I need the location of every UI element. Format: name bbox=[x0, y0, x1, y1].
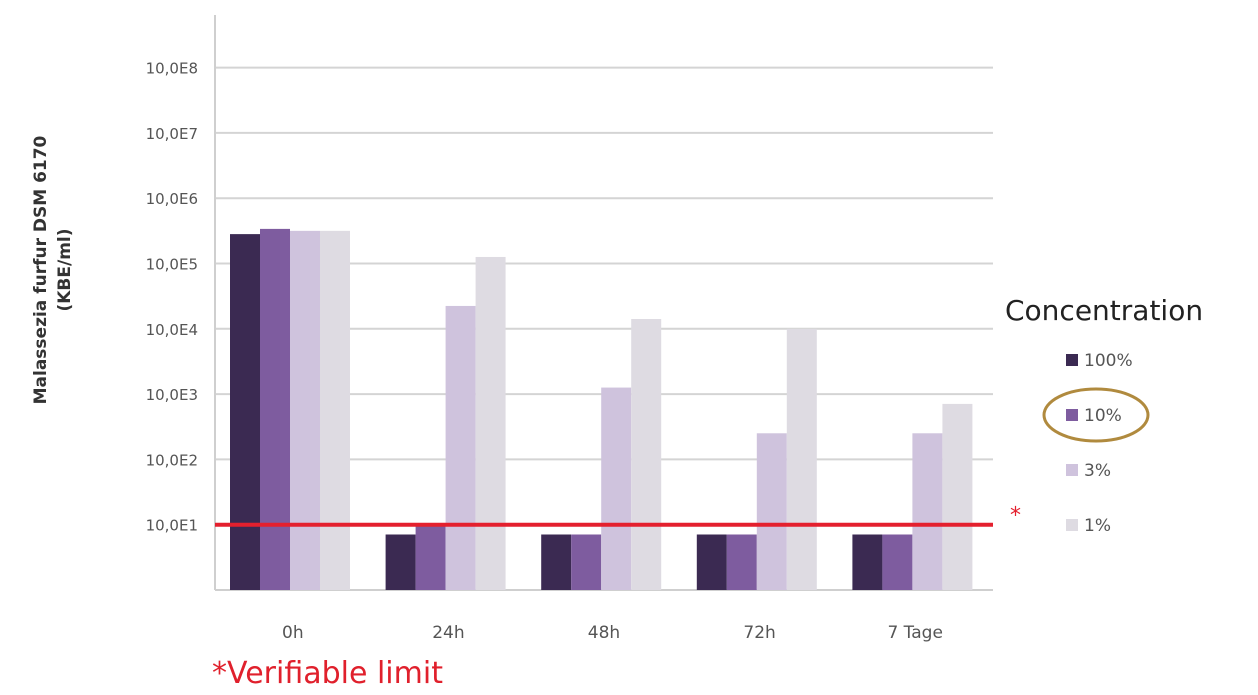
limit-marker: * bbox=[1010, 504, 1021, 529]
legend-swatch bbox=[1066, 464, 1078, 476]
legend-swatch bbox=[1066, 354, 1078, 366]
y-tick-label: 10,0E5 bbox=[146, 256, 198, 274]
legend: Concentration 100% 10% 3% 1% bbox=[1005, 294, 1203, 536]
y-tick-label: 10,0E3 bbox=[146, 386, 198, 404]
bar bbox=[852, 534, 883, 590]
legend-highlight-ellipse bbox=[1042, 387, 1150, 443]
y-tick-label: 10,0E1 bbox=[146, 517, 198, 535]
legend-label: 10% bbox=[1084, 406, 1122, 426]
bar bbox=[290, 230, 320, 590]
bar bbox=[320, 230, 350, 590]
bar bbox=[541, 534, 572, 590]
x-tick-label: 72h bbox=[743, 623, 775, 643]
x-tick-label: 7 Tage bbox=[887, 623, 942, 643]
bar bbox=[445, 305, 476, 590]
y-tick-label: 10,0E8 bbox=[146, 60, 198, 78]
bar bbox=[786, 328, 817, 590]
bar bbox=[415, 524, 446, 590]
y-axis-label-group: Malassezia furfur DSM 6170 (KBE/ml) bbox=[31, 135, 75, 404]
legend-swatch bbox=[1066, 519, 1078, 531]
bar bbox=[942, 403, 973, 590]
bar bbox=[385, 534, 416, 590]
legend-label: 3% bbox=[1084, 461, 1111, 481]
y-tick-label: 10,0E6 bbox=[146, 190, 198, 208]
bar bbox=[882, 534, 913, 590]
x-tick-label: 24h bbox=[432, 623, 464, 643]
legend-swatch bbox=[1066, 409, 1078, 421]
limit-line-group: * bbox=[215, 504, 1021, 529]
bar bbox=[601, 387, 632, 590]
y-tick-label: 10,0E2 bbox=[146, 451, 198, 469]
legend-label: 100% bbox=[1084, 351, 1133, 371]
bar bbox=[260, 228, 290, 591]
bar bbox=[475, 256, 506, 590]
y-axis-label-line1: Malassezia furfur DSM 6170 bbox=[31, 135, 51, 404]
y-tick-label: 10,0E4 bbox=[146, 321, 198, 339]
bar bbox=[726, 534, 757, 590]
bars bbox=[230, 228, 973, 591]
bar bbox=[230, 234, 260, 591]
bar bbox=[631, 319, 662, 590]
legend-title: Concentration bbox=[1005, 294, 1203, 327]
y-axis-label-line2: (KBE/ml) bbox=[55, 228, 75, 311]
y-tick-label: 10,0E7 bbox=[146, 125, 198, 143]
bar bbox=[696, 534, 727, 590]
footnote: *Verifiable limit bbox=[212, 656, 443, 691]
legend-label: 1% bbox=[1084, 516, 1111, 536]
x-tick-label: 0h bbox=[282, 623, 304, 643]
bar bbox=[756, 433, 787, 590]
x-tick-label: 48h bbox=[588, 623, 620, 643]
bar bbox=[571, 534, 602, 590]
bar bbox=[912, 433, 943, 590]
